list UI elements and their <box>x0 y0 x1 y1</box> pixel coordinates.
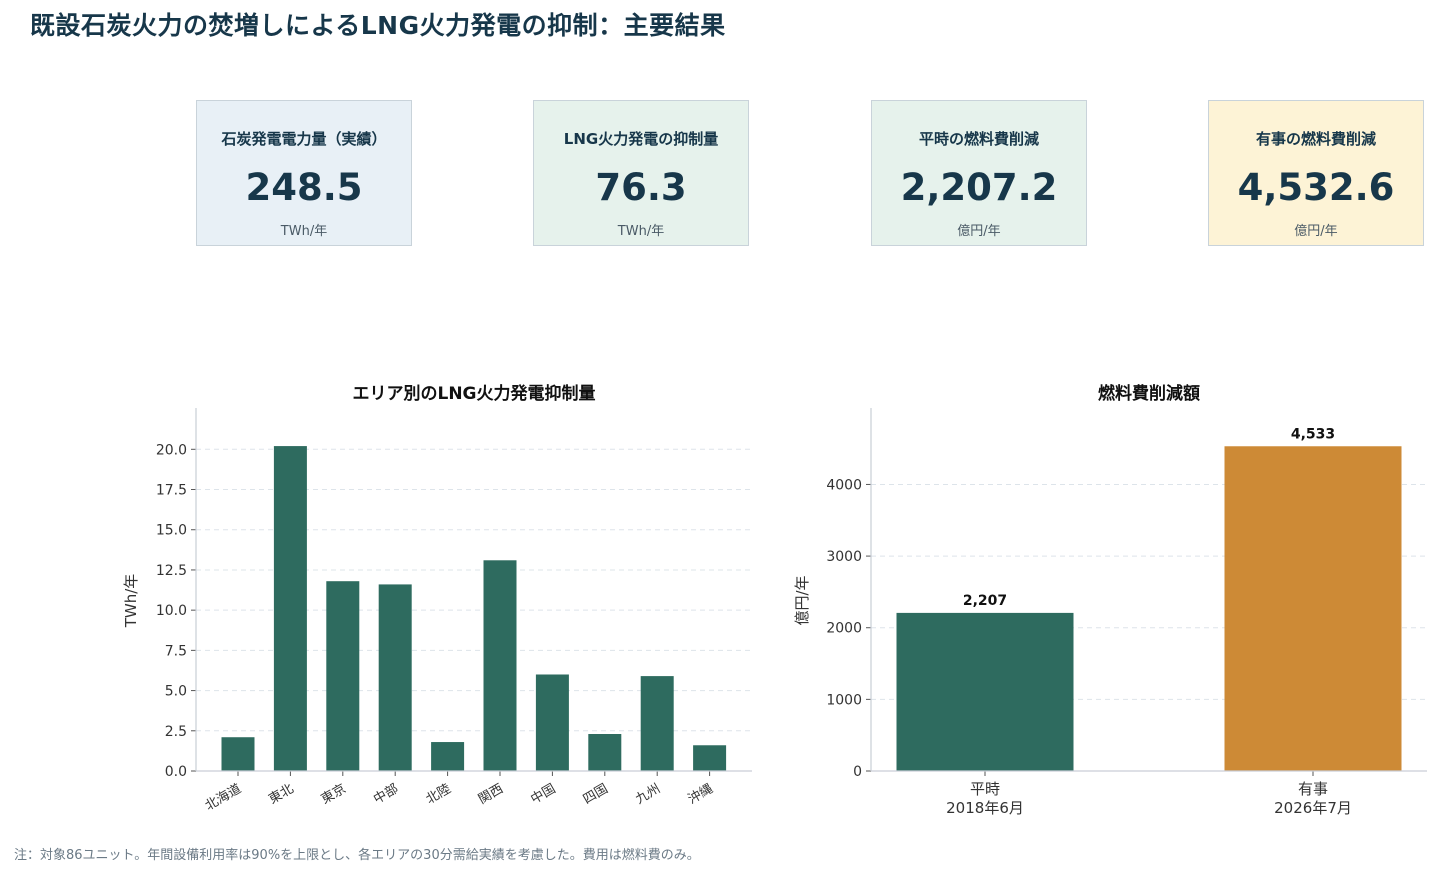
y-tick-label: 0.0 <box>165 764 187 780</box>
y-tick-label: 4000 <box>826 477 862 493</box>
y-tick-label: 2.5 <box>165 724 187 740</box>
y-tick-label: 5.0 <box>165 684 187 700</box>
kpi-card-unit: TWh/年 <box>617 224 665 239</box>
y-tick-label: 3000 <box>826 549 862 565</box>
kpi-card-unit: 億円/年 <box>957 224 1001 239</box>
kpi-card-coal-generation: 石炭発電電力量（実績） 248.5 TWh/年 <box>196 100 412 246</box>
x-tick-label: 東京 <box>318 781 349 808</box>
kpi-card-value: 248.5 <box>245 166 363 209</box>
y-tick-label: 17.5 <box>156 483 187 499</box>
kpi-card-unit: 億円/年 <box>1294 224 1338 239</box>
x-tick-label: 東北 <box>266 781 297 808</box>
x-tick-label: 北陸 <box>423 781 454 808</box>
y-axis-label: 億円/年 <box>793 575 811 625</box>
bar <box>378 584 412 771</box>
y-tick-label: 7.5 <box>165 643 187 659</box>
y-tick-label: 10.0 <box>156 603 187 619</box>
kpi-card-unit: TWh/年 <box>280 224 328 239</box>
x-tick-label: 2026年7月 <box>1274 799 1352 817</box>
x-tick-label: 関西 <box>476 781 506 807</box>
bar <box>588 734 622 771</box>
chart-title: エリア別のLNG火力発電抑制量 <box>352 383 595 404</box>
bar <box>273 446 307 771</box>
y-tick-label: 0 <box>853 764 862 780</box>
kpi-card-value: 4,532.6 <box>1237 166 1395 209</box>
x-tick-label: 沖縄 <box>686 781 716 807</box>
kpi-card-label: 有事の燃料費削減 <box>1255 130 1376 148</box>
bar <box>693 745 727 771</box>
bar <box>221 737 255 771</box>
kpi-card-label: 石炭発電電力量（実績） <box>221 130 387 148</box>
y-tick-label: 1000 <box>826 692 862 708</box>
page-title: 既設石炭火力の焚増しによるLNG火力発電の抑制：主要結果 <box>30 11 726 40</box>
x-tick-label: 平時 <box>970 780 1000 798</box>
bar <box>326 581 360 771</box>
y-tick-label: 2000 <box>826 621 862 637</box>
bar <box>483 560 517 771</box>
kpi-card-label: 平時の燃料費削減 <box>918 130 1039 148</box>
kpi-card-value: 2,207.2 <box>900 166 1058 209</box>
x-tick-label: 中国 <box>528 781 558 807</box>
kpi-card-label: LNG火力発電の抑制量 <box>563 130 719 148</box>
x-tick-label: 九州 <box>633 781 663 807</box>
x-tick-label: 北海道 <box>203 781 244 813</box>
bar-data-label: 4,533 <box>1291 426 1335 442</box>
x-tick-label: 有事 <box>1298 780 1328 798</box>
x-tick-label: 中部 <box>371 781 401 807</box>
y-tick-label: 15.0 <box>156 523 187 539</box>
kpi-card-normal-fuel-savings: 平時の燃料費削減 2,207.2 億円/年 <box>871 100 1087 246</box>
y-tick-label: 12.5 <box>156 563 187 579</box>
kpi-card-lng-suppression: LNG火力発電の抑制量 76.3 TWh/年 <box>533 100 749 246</box>
bar <box>535 674 569 771</box>
kpi-card-emergency-fuel-savings: 有事の燃料費削減 4,532.6 億円/年 <box>1208 100 1424 246</box>
bar-data-label: 2,207 <box>963 593 1007 609</box>
bar <box>431 742 465 771</box>
bar <box>640 676 674 771</box>
chart-title: 燃料費削減額 <box>1098 383 1200 404</box>
y-tick-label: 20.0 <box>156 442 187 458</box>
y-axis-label: TWh/年 <box>122 574 140 629</box>
x-tick-label: 2018年6月 <box>946 799 1024 817</box>
x-tick-label: 四国 <box>581 781 611 807</box>
bar <box>896 612 1074 771</box>
bar <box>1224 446 1402 771</box>
kpi-card-value: 76.3 <box>595 166 687 209</box>
footnote: 注：対象86ユニット。年間設備利用率は90%を上限とし、各エリアの30分需給実績… <box>14 848 700 863</box>
